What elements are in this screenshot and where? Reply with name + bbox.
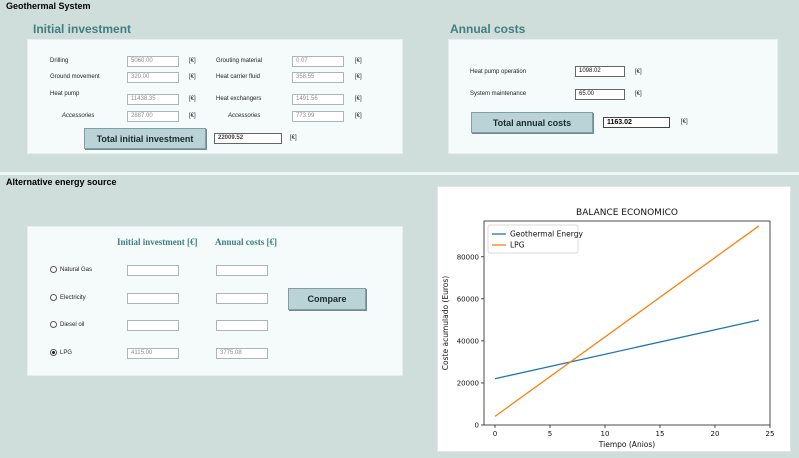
compare-button[interactable]: Compare [288,288,366,310]
plot-frame [483,220,771,426]
accessories-2-label: Accessories [228,113,261,119]
heat-pump-label: Heat pump [50,91,80,97]
electricity-initial-field[interactable] [127,293,179,304]
x-tick-label: 0 [493,430,497,438]
y-tick-label: 60000 [457,295,479,303]
heat-pump-operation-label: Heat pump operation [470,69,527,75]
legend-label: LPG [510,241,525,250]
legend-label: Geothermal Energy [510,230,583,239]
electricity-label: Electricity [60,295,86,301]
grouting-material-unit: [€] [355,58,362,64]
window-title: Geothermal System [6,1,91,11]
heat-carrier-fluid-label: Heat carrier fluid [216,74,261,80]
natural-gas-initial-field[interactable] [127,265,179,276]
diesel-oil-radio[interactable] [50,321,57,328]
heat-pump-unit: [€] [189,96,196,102]
total-annual-costs-button[interactable]: Total annual costs [471,112,593,133]
ground-movement-field[interactable]: 320.00 [127,72,179,83]
diesel-oil-annual-field[interactable] [216,320,268,331]
annual-costs-heading: Annual costs [450,22,526,36]
lpg-annual-field[interactable]: 3775.08 [216,348,268,359]
chart-panel: BALANCE ECONOMICO 0 5 10 15 20 25 0 20000 40000 60… [437,186,791,452]
grouting-material-field[interactable]: 0.07 [292,56,344,67]
heat-pump-operation-field[interactable]: 1098.02 [575,66,625,77]
total-annual-costs-field[interactable]: 1163.02 [603,117,670,128]
balance-chart: BALANCE ECONOMICO 0 5 10 15 20 25 0 20000 40000 60… [441,208,775,449]
accessories-2-field[interactable]: 773.99 [292,111,344,122]
lpg-initial-field[interactable]: 4115.00 [127,348,179,359]
natural-gas-radio[interactable] [50,266,57,273]
heat-pump-field[interactable]: 11438.35 [127,94,179,105]
heat-carrier-fluid-unit: [€] [355,74,362,80]
heat-carrier-fluid-field[interactable]: 358.55 [292,72,344,83]
legend-box [487,224,579,254]
col-annual-costs-heading: Annual costs [€] [215,237,278,247]
total-annual-costs-unit: [€] [681,119,688,125]
lpg-radio[interactable] [50,349,57,356]
ground-movement-label: Ground movement [50,74,100,80]
section-divider [0,172,799,175]
electricity-radio[interactable] [50,294,57,301]
x-tick-label: 25 [766,430,775,438]
x-tick-label: 10 [601,430,610,438]
y-tick-label: 0 [475,422,479,430]
heat-exchangers-unit: [€] [355,96,362,102]
col-initial-investment-heading: Initial investment [€] [117,237,198,247]
series-line-lpg [494,225,760,417]
x-tick-label: 15 [656,430,665,438]
accessories-field[interactable]: 2887.00 [127,111,179,122]
lpg-label: LPG [60,350,73,356]
diesel-oil-label: Diesel oil [60,322,85,328]
series-line-geothermal [494,319,760,380]
heat-pump-operation-unit: [€] [635,69,642,75]
x-tick-label: 20 [711,430,720,438]
ground-movement-unit: [€] [189,74,196,80]
total-initial-investment-unit: [€] [290,135,297,141]
system-maintenance-label: System maintenance [470,91,527,97]
y-tick-label: 40000 [457,337,479,345]
system-maintenance-field[interactable]: 65.00 [575,89,625,100]
accessories-unit: [€] [189,113,196,119]
total-initial-investment-button[interactable]: Total initial investment [84,128,206,149]
diesel-oil-initial-field[interactable] [127,320,179,331]
accessories-2-unit: [€] [355,113,362,119]
x-tick-label: 5 [548,430,552,438]
natural-gas-label: Natural Gas [60,267,93,273]
grouting-material-label: Grouting material [216,58,263,64]
heat-exchangers-label: Heat exchangers [216,96,262,102]
system-maintenance-unit: [€] [635,91,642,97]
natural-gas-annual-field[interactable] [216,265,268,276]
y-tick-label: 20000 [457,379,479,387]
accessories-label: Accessories [62,113,95,119]
heat-exchangers-field[interactable]: 1491.56 [292,94,344,105]
drilling-label: Drilling [50,58,69,64]
y-tick-label: 80000 [457,253,479,261]
alternative-section-title: Alternative energy source [6,177,117,187]
total-initial-investment-field[interactable]: 22009.52 [214,133,282,144]
initial-investment-heading: Initial investment [33,22,132,36]
x-axis-label: Tiempo (Anios) [598,440,655,449]
drilling-field[interactable]: 5060.00 [127,56,179,67]
y-axis-label: Coste acumulado (Euros) [441,276,450,370]
drilling-unit: [€] [189,58,196,64]
chart-title: BALANCE ECONOMICO [576,208,678,218]
electricity-annual-field[interactable] [216,293,268,304]
